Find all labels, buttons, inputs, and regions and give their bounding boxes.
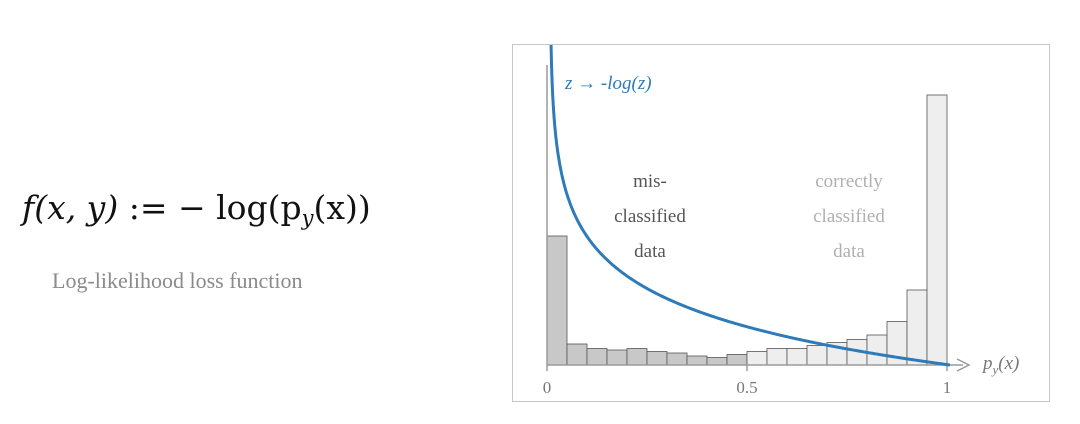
correctly-label-line-3: data <box>833 241 865 262</box>
histogram-bar <box>626 348 648 366</box>
histogram-bar <box>566 343 588 366</box>
loss-curve-line <box>549 44 951 367</box>
histogram-bar <box>786 348 808 366</box>
misclassified-label-line-3: data <box>634 241 666 262</box>
correctly-label-line-1: correctly <box>815 171 883 192</box>
histogram-bar <box>806 345 828 366</box>
formula-lhs: f(x, y) <box>22 188 119 227</box>
x-tick-label: 1 <box>943 378 952 397</box>
formula-rhs-prefix: − log(p <box>177 188 302 227</box>
correctly-label-line-2: classified <box>813 206 885 227</box>
formula-rhs-suffix: (x)) <box>313 188 371 227</box>
x-axis-label-main: p <box>981 353 993 374</box>
misclassified-label-line-2: classified <box>614 206 686 227</box>
histogram-bar <box>746 351 768 366</box>
histogram-bar <box>606 349 628 366</box>
histogram-bar <box>586 348 608 366</box>
histogram-bar <box>906 289 928 366</box>
histogram-chart: 0 0.5 1 z → -log(z) mis- classified data c… <box>543 44 1019 397</box>
x-axis-label: py(x) <box>981 353 1019 377</box>
histogram-bar <box>726 354 748 366</box>
histogram-bar <box>766 348 788 366</box>
histogram-bar <box>706 357 728 366</box>
histogram-bar <box>686 355 708 366</box>
formula-operator: := <box>128 188 168 227</box>
x-tick-label: 0 <box>543 378 552 397</box>
loss-histogram-figure: 0 0.5 1 z → -log(z) mis- classified data c… <box>512 44 1050 402</box>
x-tick-label: 0.5 <box>736 378 757 397</box>
histogram-bar <box>866 334 888 366</box>
histogram-bar <box>646 351 668 366</box>
x-axis-ticks: 0 0.5 1 <box>543 365 952 397</box>
curve-label: z → -log(z) <box>564 73 652 94</box>
x-axis-label-arg: (x) <box>998 353 1019 374</box>
formula-rhs-subscript: y <box>301 206 314 230</box>
histogram-bar <box>926 94 948 366</box>
x-axis-label-sub: y <box>991 362 999 377</box>
histogram-bar <box>666 352 688 366</box>
misclassified-label-line-1: mis- <box>633 171 667 192</box>
x-axis-arrowhead <box>956 358 971 372</box>
histogram-bar <box>546 235 568 366</box>
histogram-bars <box>546 94 948 366</box>
loss-formula: f(x, y) := − log(py(x)) <box>22 188 371 230</box>
formula-caption: Log-likelihood loss function <box>52 268 303 293</box>
